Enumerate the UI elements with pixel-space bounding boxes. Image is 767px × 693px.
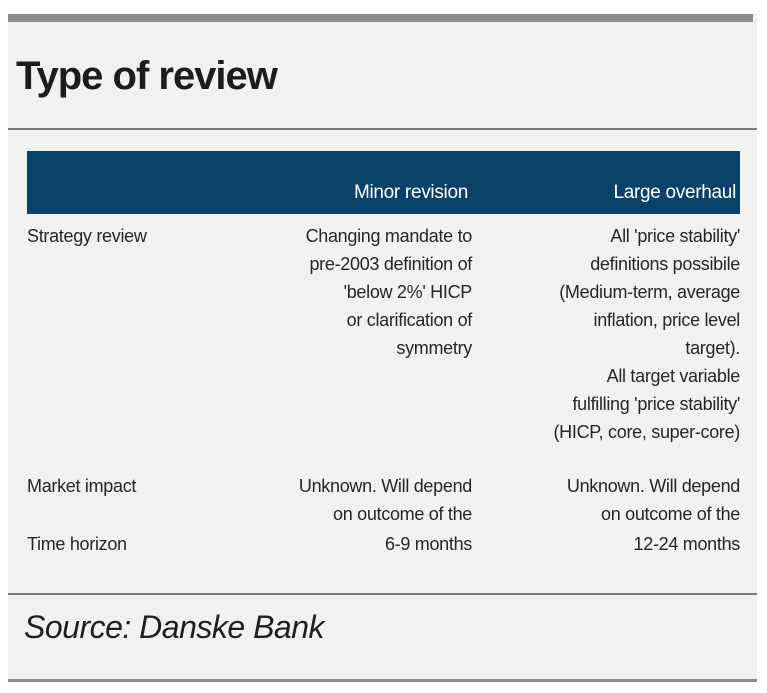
top-accent-bar	[8, 14, 753, 22]
row-label-time-horizon: Time horizon	[27, 534, 127, 554]
page-title: Type of review	[16, 54, 278, 98]
cell-time-large: 12-24 months	[633, 534, 741, 554]
cell-strategy-minor: Changing mandate to pre-2003 definition …	[305, 226, 473, 358]
content-panel: Type of review Minor revision Large over…	[8, 14, 757, 682]
table-row-time-horizon: Time horizon 6-9 months 12-24 months	[27, 528, 740, 558]
cell-market-large: Unknown. Will depend on outcome of the	[566, 476, 740, 524]
table-row-strategy-review: Strategy review Changing mandate to pre-…	[27, 214, 740, 446]
cell-market-minor: Unknown. Will depend on outcome of the	[298, 476, 472, 524]
column-header-minor-revision: Minor revision	[215, 151, 472, 214]
table-header-row: Minor revision Large overhaul	[27, 151, 740, 214]
column-header-large-overhaul: Large overhaul	[472, 151, 740, 214]
source-divider	[8, 593, 757, 595]
source-note: Source: Danske Bank	[24, 609, 325, 645]
row-label-strategy-review: Strategy review	[27, 226, 147, 246]
row-label-market-impact: Market impact	[27, 476, 137, 496]
cell-time-minor: 6-9 months	[384, 534, 472, 554]
title-divider	[8, 128, 757, 130]
cell-strategy-large: All 'price stability' definitions possib…	[553, 226, 740, 442]
review-table: Minor revision Large overhaul Strategy r…	[27, 151, 740, 558]
column-header-empty	[27, 151, 215, 214]
table-row-market-impact: Market impact Unknown. Will depend on ou…	[27, 446, 740, 528]
